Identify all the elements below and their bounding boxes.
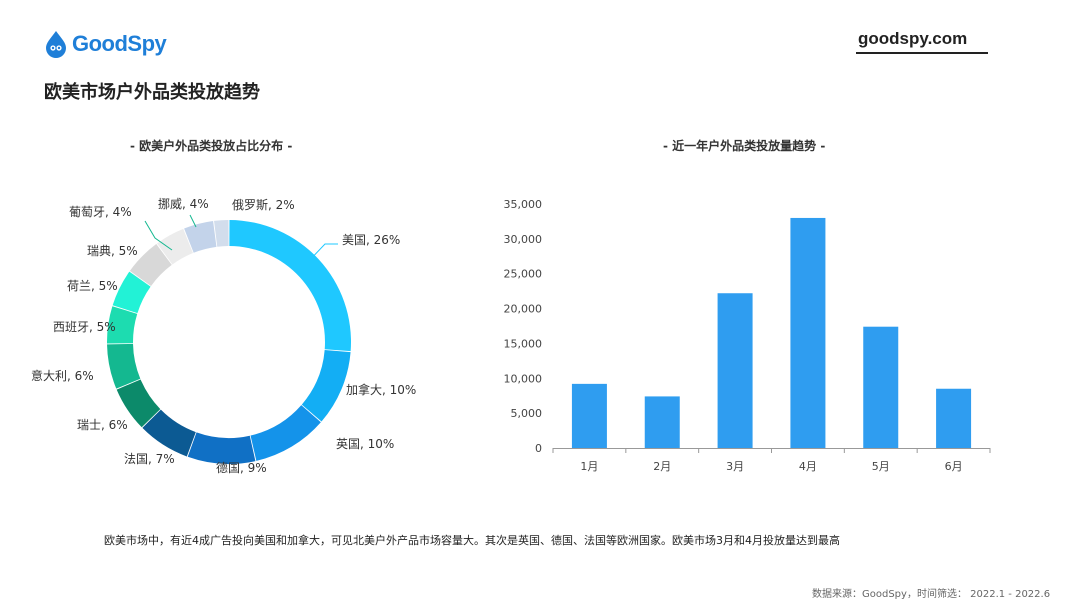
summary-text: 欧美市场中，有近4成广告投向美国和加拿大，可见北美户外产品市场容量大。其次是英国… — [104, 534, 840, 547]
pie-slice-美国 — [229, 220, 351, 352]
pie-label-瑞士: 瑞士, 6% — [77, 418, 128, 432]
pie-label-西班牙: 西班牙, 5% — [53, 320, 116, 334]
bar-x-tick-label: 5月 — [872, 460, 890, 473]
pie-label-法国: 法国, 7% — [124, 452, 175, 466]
pie-slice-英国 — [250, 405, 321, 461]
pie-label-英国: 英国, 10% — [336, 437, 394, 451]
bar-chart-title: - 近一年户外品类投放量趋势 - — [663, 139, 826, 153]
pie-label-荷兰: 荷兰, 5% — [67, 279, 118, 293]
pie-label-葡萄牙: 葡萄牙, 4% — [69, 205, 132, 219]
bar-1月 — [571, 383, 607, 448]
bar-x-tick-label: 2月 — [653, 460, 671, 473]
bar-y-tick-label: 15,000 — [504, 337, 543, 350]
bar-x-tick-label: 6月 — [945, 460, 963, 473]
bar-y-tick-label: 25,000 — [504, 268, 543, 281]
pie-label-德国: 德国, 9% — [216, 460, 267, 475]
goodspy-logo-icon — [46, 31, 66, 58]
pie-label-美国: 美国, 26% — [342, 233, 400, 247]
pie-slice-瑞典 — [129, 244, 172, 287]
pie-slice-挪威 — [184, 221, 217, 253]
bar-y-tick-label: 10,000 — [504, 372, 543, 385]
bar-y-tick-label: 35,000 — [504, 198, 543, 211]
bar-y-tick-label: 5,000 — [511, 407, 543, 420]
bar-y-tick-label: 0 — [535, 442, 542, 455]
pie-label-挪威: 挪威, 4% — [158, 197, 209, 211]
page-title: 欧美市场户外品类投放趋势 — [44, 82, 260, 103]
pie-slice-法国 — [142, 409, 196, 457]
site-underline — [856, 52, 988, 54]
logo[interactable]: GoodSpy — [44, 30, 167, 58]
bar-6月 — [936, 388, 972, 448]
bar-x-tick-label: 4月 — [799, 460, 817, 473]
pie-leader-line — [189, 214, 197, 228]
pie-slice-意大利 — [107, 343, 141, 389]
bar-3月 — [717, 293, 753, 448]
pie-slice-西班牙 — [107, 306, 138, 344]
pie-leader-line — [144, 220, 173, 251]
site-link[interactable]: goodspy.com — [858, 29, 968, 48]
bar-5月 — [863, 326, 899, 448]
pie-leader-line — [304, 243, 338, 266]
bar-y-tick-label: 30,000 — [504, 233, 543, 246]
pie-slice-德国 — [187, 432, 256, 464]
data-source-footer: 数据来源：GoodSpy，时间筛选： 2022.1 - 2022.6 — [812, 589, 1051, 600]
bar-y-tick-label: 20,000 — [504, 303, 543, 316]
pie-slice-荷兰 — [112, 271, 151, 314]
pie-label-加拿大: 加拿大, 10% — [346, 382, 416, 397]
bar-2月 — [644, 396, 680, 448]
pie-slice-葡萄牙 — [157, 228, 193, 265]
logo-text: GoodSpy — [72, 31, 167, 56]
pie-label-瑞典: 瑞典, 5% — [87, 244, 138, 258]
pie-label-意大利: 意大利, 6% — [31, 368, 94, 383]
pie-slice-俄罗斯 — [214, 220, 229, 247]
pie-slice-加拿大 — [301, 349, 351, 422]
bar-x-tick-label: 1月 — [580, 460, 598, 473]
pie-chart-title: - 欧美户外品类投放占比分布 - — [130, 139, 293, 153]
pie-label-俄罗斯: 俄罗斯, 2% — [232, 198, 295, 212]
bar-x-tick-label: 3月 — [726, 460, 744, 473]
pie-slice-瑞士 — [116, 379, 161, 428]
bar-4月 — [790, 217, 826, 448]
